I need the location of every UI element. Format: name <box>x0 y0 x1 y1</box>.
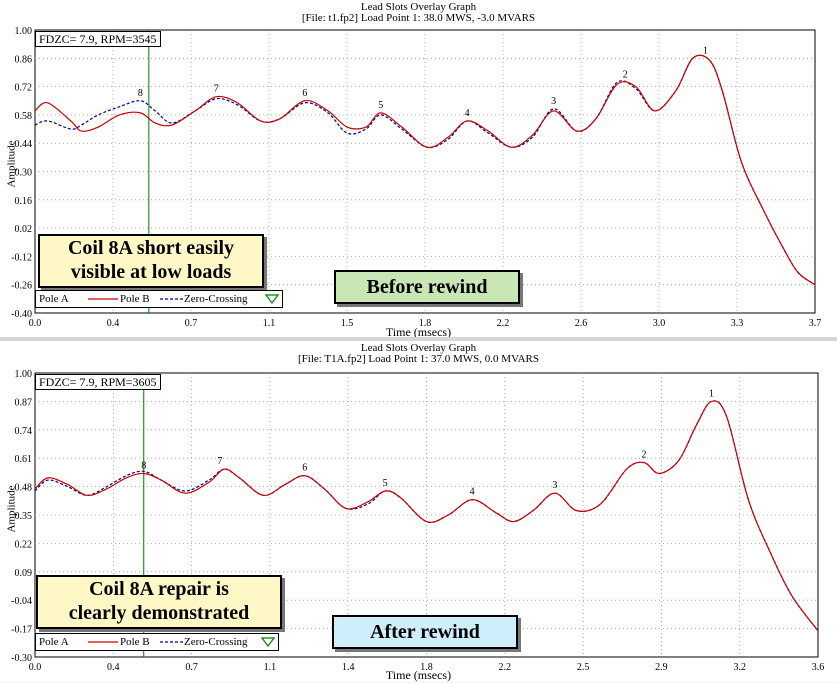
y-tick-label: 0.44 <box>15 139 33 150</box>
y-tick-label: 0.61 <box>15 454 33 465</box>
x-tick-label: 1.5 <box>341 318 354 329</box>
y-tick-label: -0.17 <box>11 625 32 636</box>
x-tick-label: 1.4 <box>342 662 355 673</box>
x-tick-label: 2.5 <box>577 662 590 673</box>
peak-label: 5 <box>383 478 388 489</box>
peak-label: 1 <box>703 45 708 56</box>
y-tick-label: 0.86 <box>15 54 33 65</box>
legend-pole-b-swatch <box>88 298 118 300</box>
x-tick-label: 2.2 <box>499 662 512 673</box>
annotation-box: Coil 8A short easily visible at low load… <box>38 234 264 288</box>
fdzc-info-box: FDZC= 7.9, RPM=3545 <box>35 31 161 47</box>
annotation-line-1: Coil 8A repair is <box>89 578 229 600</box>
series-line-pole-b <box>34 54 816 286</box>
legend-pole-b: Pole B <box>120 293 150 305</box>
peak-label: 4 <box>465 108 470 119</box>
fdzc-info-box: FDZC= 7.9, RPM=3605 <box>35 374 161 390</box>
x-tick-label: 0.7 <box>185 318 198 329</box>
y-tick-label: 0.22 <box>15 539 33 550</box>
peak-label: 1 <box>709 388 714 399</box>
x-tick-label: 3.2 <box>733 662 746 673</box>
y-tick-label: -0.26 <box>11 281 32 292</box>
y-tick-label: 0.09 <box>15 568 33 579</box>
x-tick-label: 3.3 <box>731 318 744 329</box>
y-tick-label: 0.35 <box>15 511 33 522</box>
legend-pole-a: Pole A <box>39 636 69 648</box>
chart-subtitle: [File: T1A.fp2] Load Point 1: 37.0 MWS, … <box>298 353 539 365</box>
y-tick-label: -0.04 <box>11 596 32 607</box>
y-tick-label: 0.58 <box>15 111 33 122</box>
legend-pole-b-swatch <box>88 641 118 643</box>
x-tick-label: 2.9 <box>655 662 668 673</box>
peak-label: 4 <box>470 487 475 498</box>
chart-subtitle: [File: t1.fp2] Load Point 1: 38.0 MWS, -… <box>301 12 536 24</box>
x-tick-label: 0.4 <box>107 318 120 329</box>
x-tick-label: 3.7 <box>809 318 822 329</box>
legend: Pole A Pole B Zero-Crossing <box>35 290 283 308</box>
stage-label: After rewind <box>332 615 518 649</box>
y-tick-label: -0.40 <box>11 309 32 320</box>
x-tick-label: 3.6 <box>812 662 825 673</box>
y-tick-label: 0.74 <box>15 426 33 437</box>
peak-label: 8 <box>141 460 146 471</box>
y-tick-label: 0.48 <box>15 483 33 494</box>
x-tick-label: 1.1 <box>263 318 276 329</box>
y-tick-label: 0.87 <box>15 397 33 408</box>
x-tick-label: 0.0 <box>29 662 42 673</box>
peak-label: 7 <box>217 456 222 467</box>
peak-label: 8 <box>138 88 143 99</box>
x-tick-label: 0.7 <box>185 662 198 673</box>
x-tick-label: 3.0 <box>653 318 666 329</box>
legend-zero-crossing-swatch <box>160 298 184 300</box>
chart-panel-before: Lead Slots Overlay Graph [File: t1.fp2] … <box>0 0 837 341</box>
peak-label: 2 <box>642 450 647 461</box>
legend-zero-crossing: Zero-Crossing <box>184 293 248 305</box>
series-line-pole-b <box>34 400 819 632</box>
stage-label: Before rewind <box>334 270 520 304</box>
y-tick-label: 0.72 <box>15 83 33 94</box>
legend-zero-crossing-swatch <box>160 641 184 643</box>
x-tick-label: 0.4 <box>107 662 120 673</box>
legend-zero-crossing: Zero-Crossing <box>184 636 248 648</box>
x-tick-label: 1.1 <box>264 662 277 673</box>
y-tick-label: 1.00 <box>15 369 33 380</box>
x-axis-label: Time (msecs) <box>385 325 452 339</box>
y-tick-label: -0.30 <box>11 653 32 664</box>
x-tick-label: 1.8 <box>419 318 432 329</box>
y-tick-label: 1.00 <box>15 26 33 37</box>
legend: Pole A Pole B Zero-Crossing <box>35 633 279 651</box>
legend-pole-b: Pole B <box>120 636 150 648</box>
peak-label: 5 <box>378 100 383 111</box>
annotation-box: Coil 8A repair is clearly demonstrated <box>36 575 282 629</box>
peak-label: 3 <box>552 480 557 491</box>
annotation-line-2: visible at low loads <box>70 261 232 283</box>
chart-title: Lead Slots Overlay Graph <box>360 1 477 13</box>
triangle-marker-icon <box>260 637 276 647</box>
peak-label: 6 <box>302 88 307 99</box>
annotation-line-1: Coil 8A short easily <box>67 237 235 259</box>
x-axis-label: Time (msecs) <box>385 668 452 682</box>
panel-divider <box>0 337 837 341</box>
y-axis-label: Amplitude <box>5 140 18 188</box>
x-tick-label: 0.0 <box>29 318 42 329</box>
y-tick-label: 0.16 <box>15 196 33 207</box>
legend-pole-a: Pole A <box>39 293 69 305</box>
y-tick-label: 0.02 <box>15 224 33 235</box>
peak-label: 7 <box>214 84 219 95</box>
peak-label: 2 <box>623 70 628 81</box>
chart-title: Lead Slots Overlay Graph <box>360 342 477 354</box>
x-tick-label: 2.6 <box>575 318 588 329</box>
chart-plot-before: 1.000.860.720.580.440.300.160.02-0.12-0.… <box>11 26 822 329</box>
x-tick-label: 1.8 <box>420 662 433 673</box>
chart-panel-after: Lead Slots Overlay Graph [File: T1A.fp2]… <box>0 341 837 682</box>
peak-label: 6 <box>302 463 307 474</box>
y-axis-label: Amplitude <box>5 485 18 533</box>
triangle-marker-icon <box>264 294 280 304</box>
y-tick-label: 0.30 <box>15 168 33 179</box>
annotation-line-2: clearly demonstrated <box>68 602 250 624</box>
x-tick-label: 2.2 <box>497 318 510 329</box>
y-tick-label: -0.12 <box>11 252 32 263</box>
peak-label: 3 <box>551 96 556 107</box>
